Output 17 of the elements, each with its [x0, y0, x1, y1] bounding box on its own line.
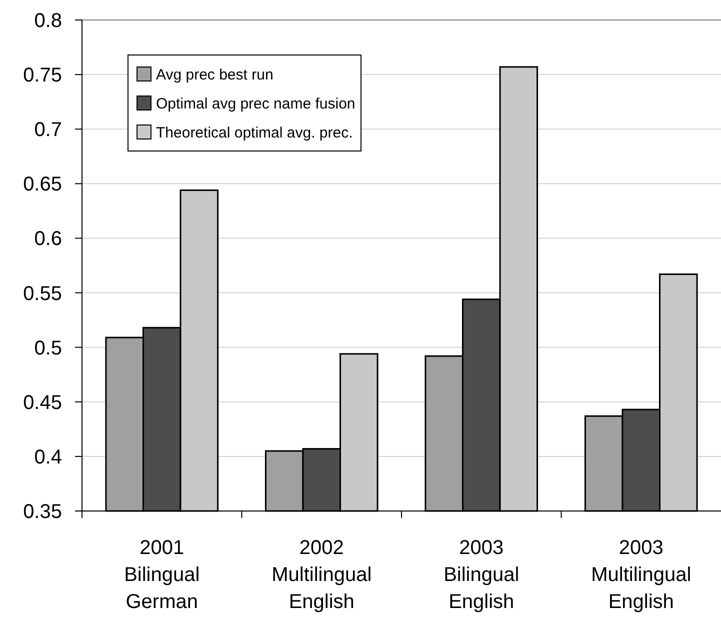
- x-tick-label: 2001 Bilingual German: [124, 537, 200, 613]
- y-tick-label: 0.8: [34, 10, 62, 32]
- x-tick-label: 2003 Multilingual English: [591, 537, 692, 613]
- y-tick-label: 0.35: [23, 501, 62, 523]
- y-tick-label: 0.4: [34, 446, 62, 468]
- legend-label: Optimal avg prec name fusion: [156, 95, 356, 112]
- y-tick-label: 0.45: [23, 392, 62, 414]
- y-tick-label: 0.6: [34, 228, 62, 250]
- x-tick-label: 2003 Bilingual English: [444, 537, 520, 613]
- y-tick-label: 0.7: [34, 119, 62, 142]
- y-tick-label: 0.5: [34, 337, 62, 360]
- legend-label: Avg prec best run: [156, 66, 274, 84]
- y-tick-label: 0.55: [23, 282, 62, 305]
- legend-label: Theoretical optimal avg. prec.: [156, 124, 353, 142]
- y-tick-label: 0.65: [23, 174, 62, 196]
- y-tick-label: 0.75: [23, 64, 62, 87]
- x-tick-label: 2002 Multilingual English: [272, 537, 372, 613]
